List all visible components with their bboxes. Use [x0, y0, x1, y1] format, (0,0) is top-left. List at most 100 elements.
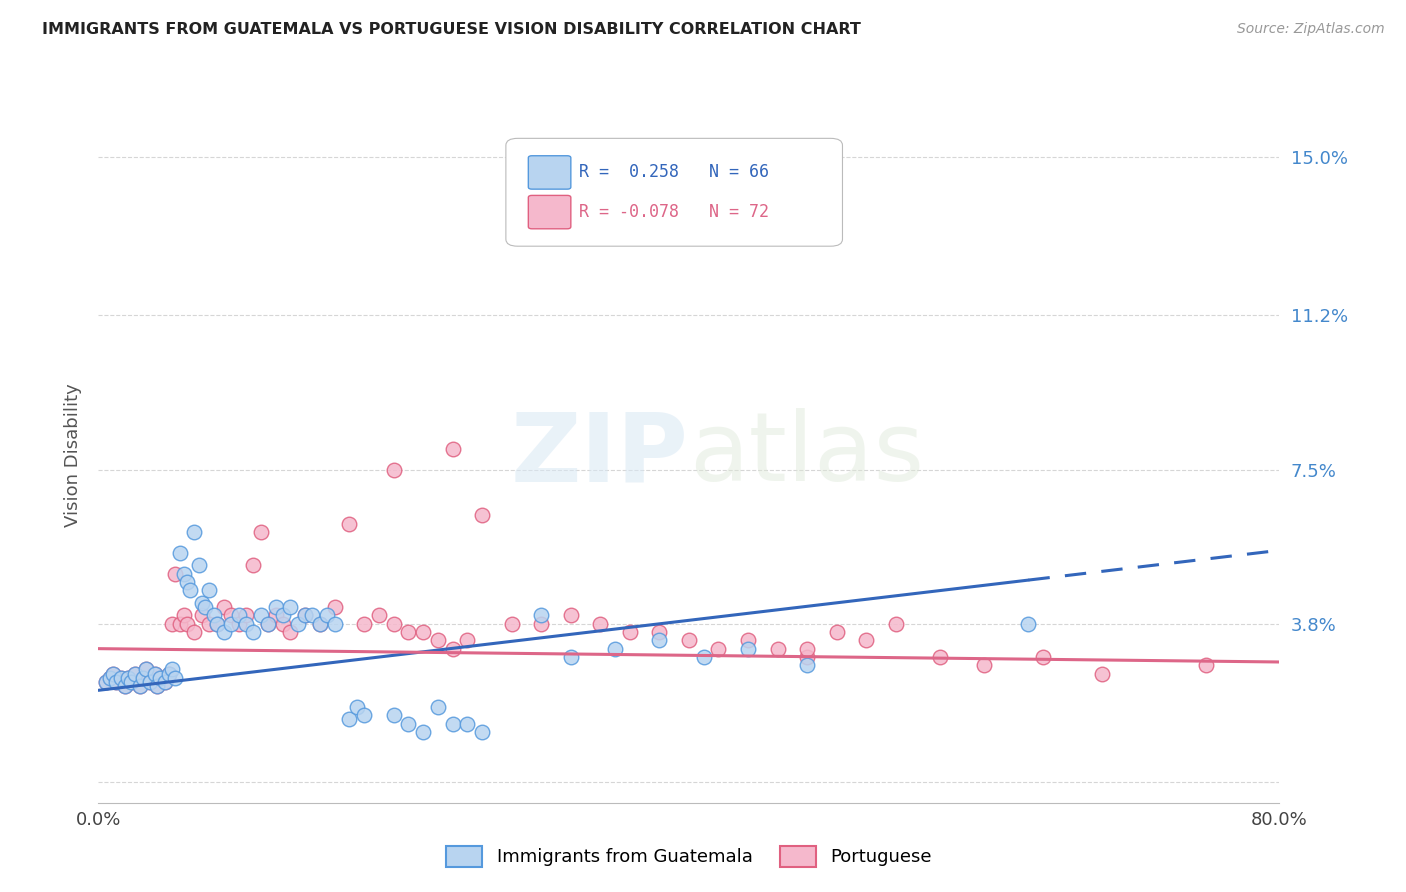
- Point: [316, 608, 339, 623]
- Point: [271, 616, 294, 631]
- Point: [165, 566, 187, 581]
- Point: [264, 608, 287, 623]
- Point: [157, 666, 180, 681]
- Point: [589, 616, 612, 631]
- Point: [219, 608, 242, 623]
- Point: [309, 616, 332, 631]
- Point: [427, 700, 450, 714]
- Point: [146, 679, 169, 693]
- Point: [135, 663, 157, 677]
- Point: [353, 708, 375, 723]
- Point: [382, 616, 405, 631]
- Point: [737, 641, 759, 656]
- Point: [173, 566, 195, 581]
- Point: [176, 574, 198, 589]
- Point: [501, 616, 523, 631]
- Point: [271, 608, 294, 623]
- Point: [132, 671, 155, 685]
- Point: [530, 616, 553, 631]
- Point: [396, 625, 419, 640]
- Point: [796, 658, 818, 673]
- Point: [157, 666, 180, 681]
- Point: [796, 641, 818, 656]
- Point: [825, 625, 848, 640]
- Point: [1017, 616, 1039, 631]
- Point: [855, 633, 877, 648]
- Legend: Immigrants from Guatemala, Portuguese: Immigrants from Guatemala, Portuguese: [439, 838, 939, 874]
- Point: [346, 700, 368, 714]
- Point: [456, 633, 478, 648]
- Point: [176, 616, 198, 631]
- Point: [339, 713, 360, 727]
- Point: [368, 608, 391, 623]
- Point: [139, 675, 162, 690]
- Point: [183, 625, 205, 640]
- Point: [796, 650, 818, 665]
- Point: [169, 546, 191, 560]
- Point: [124, 666, 146, 681]
- Point: [278, 625, 302, 640]
- Point: [212, 625, 235, 640]
- Point: [183, 524, 205, 539]
- Text: R = -0.078   N = 72: R = -0.078 N = 72: [579, 203, 769, 221]
- Point: [146, 679, 169, 693]
- Point: [187, 558, 209, 573]
- Point: [353, 616, 375, 631]
- Point: [471, 508, 494, 523]
- Point: [191, 596, 214, 610]
- Point: [884, 616, 907, 631]
- Point: [219, 616, 242, 631]
- Point: [323, 616, 346, 631]
- Point: [294, 608, 316, 623]
- Point: [110, 671, 132, 685]
- Point: [169, 616, 191, 631]
- Point: [179, 583, 201, 598]
- Text: ZIP: ZIP: [510, 409, 689, 501]
- Point: [427, 633, 450, 648]
- Point: [120, 675, 142, 690]
- Point: [114, 679, 136, 693]
- Point: [412, 725, 434, 739]
- Point: [128, 679, 150, 693]
- Point: [94, 675, 117, 690]
- Point: [198, 616, 221, 631]
- Point: [205, 616, 228, 631]
- Point: [98, 671, 121, 685]
- Point: [250, 524, 273, 539]
- Text: atlas: atlas: [689, 409, 924, 501]
- Point: [117, 671, 139, 685]
- Point: [278, 599, 302, 614]
- Point: [693, 650, 716, 665]
- Point: [766, 641, 789, 656]
- Point: [257, 616, 280, 631]
- Point: [441, 442, 464, 456]
- Point: [128, 679, 150, 693]
- Point: [560, 650, 582, 665]
- Point: [396, 716, 419, 731]
- Point: [235, 608, 257, 623]
- Point: [212, 599, 235, 614]
- Point: [228, 616, 250, 631]
- Point: [294, 608, 316, 623]
- Point: [105, 675, 128, 690]
- Point: [103, 666, 125, 681]
- Point: [456, 716, 478, 731]
- Point: [242, 558, 264, 573]
- Point: [1091, 666, 1114, 681]
- Point: [98, 671, 121, 685]
- Point: [1195, 658, 1218, 673]
- Point: [110, 671, 132, 685]
- Point: [235, 616, 257, 631]
- Point: [382, 462, 405, 476]
- Point: [707, 641, 730, 656]
- Point: [162, 616, 183, 631]
- Text: IMMIGRANTS FROM GUATEMALA VS PORTUGUESE VISION DISABILITY CORRELATION CHART: IMMIGRANTS FROM GUATEMALA VS PORTUGUESE …: [42, 22, 860, 37]
- Point: [441, 641, 464, 656]
- Point: [153, 675, 176, 690]
- Point: [117, 671, 139, 685]
- Point: [135, 663, 157, 677]
- Point: [339, 516, 360, 531]
- Point: [124, 666, 146, 681]
- Point: [471, 725, 494, 739]
- Point: [205, 616, 228, 631]
